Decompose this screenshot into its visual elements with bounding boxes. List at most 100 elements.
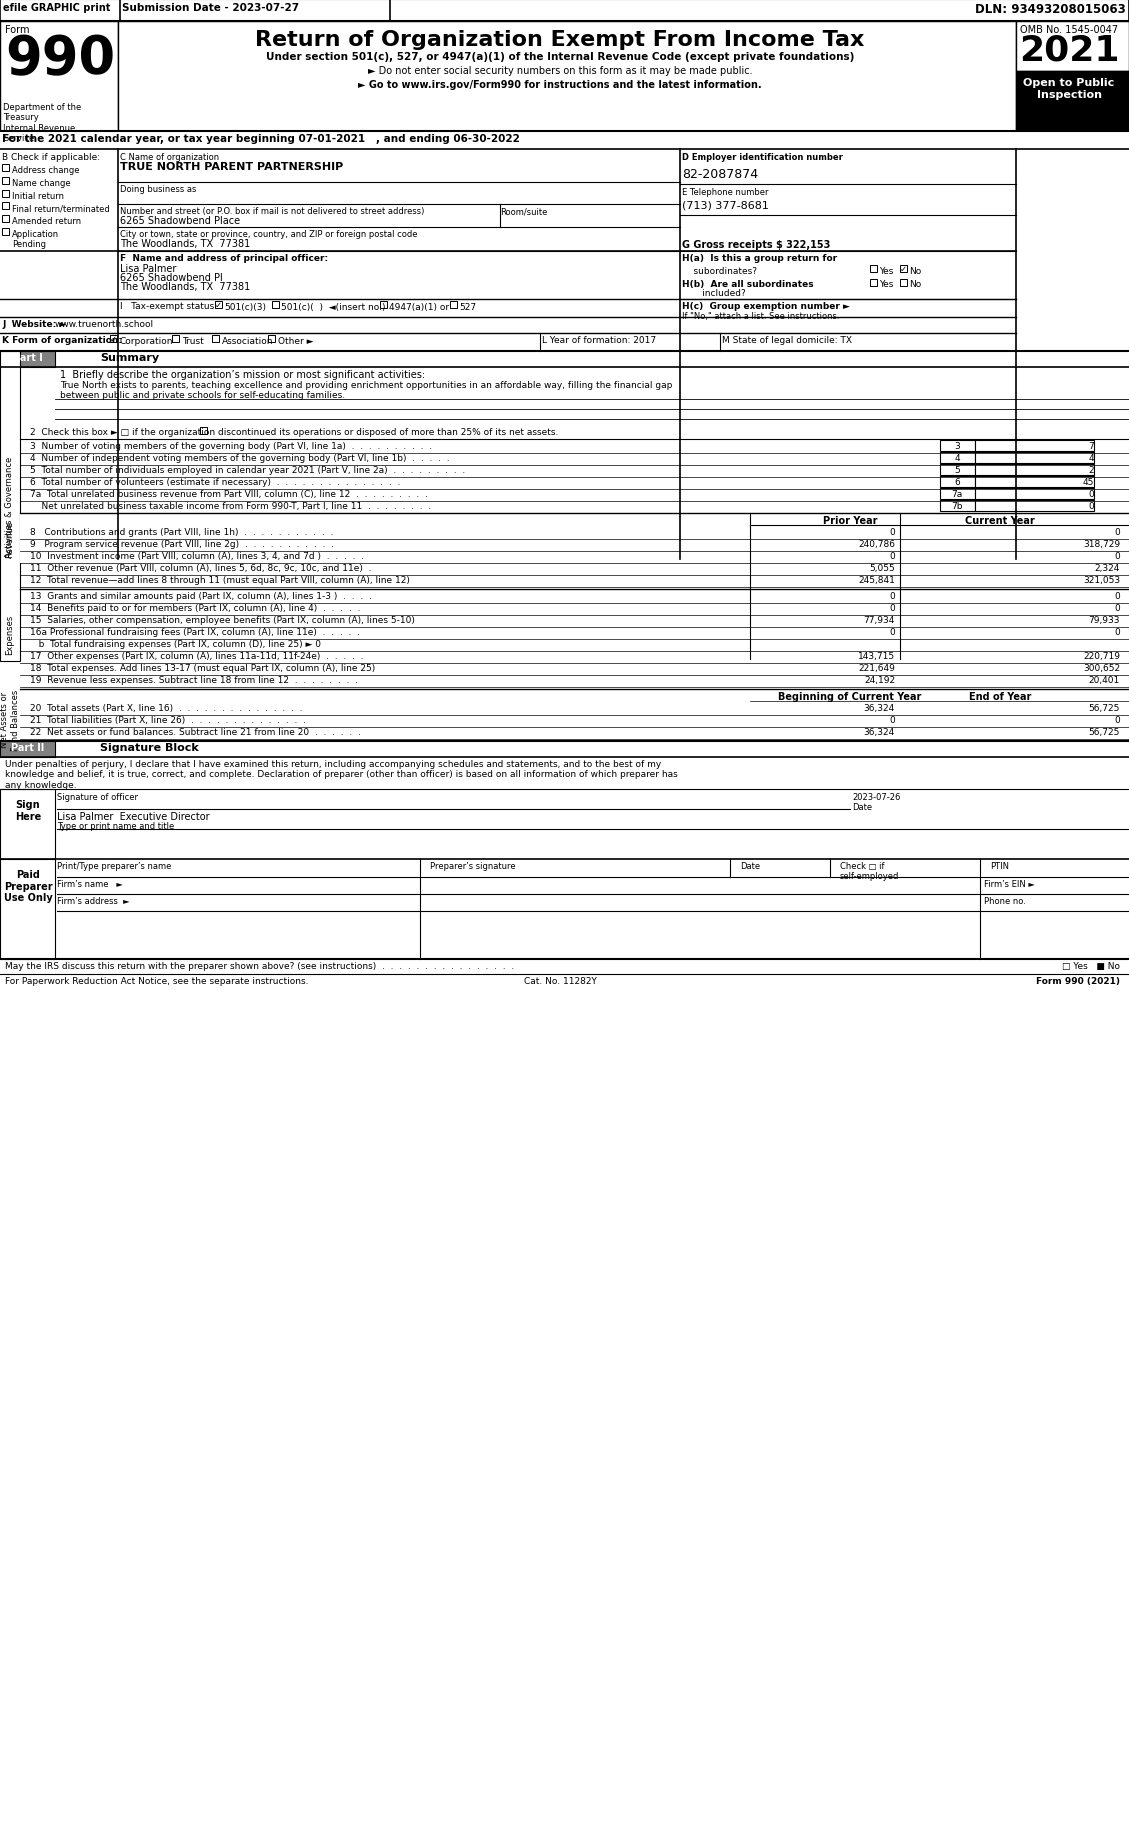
Bar — [0, 860, 55, 959]
Text: 79,933: 79,933 — [1088, 615, 1120, 624]
Text: 501(c)(3): 501(c)(3) — [224, 302, 266, 311]
Bar — [940, 465, 975, 476]
Text: Prior Year: Prior Year — [823, 516, 877, 525]
Text: 0: 0 — [890, 716, 895, 725]
Text: 21  Total liabilities (Part X, line 26)  .  .  .  .  .  .  .  .  .  .  .  .  .  : 21 Total liabilities (Part X, line 26) .… — [30, 716, 306, 725]
Text: (713) 377-8681: (713) 377-8681 — [682, 199, 769, 210]
Text: M State of legal domicile: TX: M State of legal domicile: TX — [723, 337, 852, 344]
Text: Corporation: Corporation — [120, 337, 174, 346]
Text: Department of the
Treasury
Internal Revenue
Service: Department of the Treasury Internal Reve… — [3, 102, 81, 143]
Bar — [940, 489, 975, 500]
Text: 24,192: 24,192 — [864, 675, 895, 684]
Text: Check □ if
self-employed: Check □ if self-employed — [840, 862, 900, 880]
Text: Firm’s address  ►: Firm’s address ► — [56, 897, 130, 906]
Text: Sign
Here: Sign Here — [15, 800, 41, 822]
Text: Activities & Governance: Activities & Governance — [6, 456, 15, 558]
Bar — [2, 229, 9, 236]
Bar — [0, 22, 119, 132]
Text: Part II: Part II — [11, 743, 45, 752]
Text: Form: Form — [5, 26, 29, 35]
Bar — [172, 337, 180, 342]
Text: Doing business as: Doing business as — [120, 185, 196, 194]
Text: 0: 0 — [1114, 628, 1120, 637]
Text: Room/suite: Room/suite — [500, 207, 548, 216]
Text: For Paperwork Reduction Act Notice, see the separate instructions.: For Paperwork Reduction Act Notice, see … — [5, 977, 308, 986]
Text: Summary: Summary — [100, 353, 159, 362]
Text: Name change: Name change — [12, 179, 71, 188]
Text: Cat. No. 11282Y: Cat. No. 11282Y — [524, 977, 596, 986]
Text: 990: 990 — [5, 33, 115, 84]
Text: L Year of formation: 2017: L Year of formation: 2017 — [542, 337, 656, 344]
Text: 9   Program service revenue (Part VIII, line 2g)  .  .  .  .  .  .  .  .  .  .  : 9 Program service revenue (Part VIII, li… — [30, 540, 334, 549]
Text: 36,324: 36,324 — [864, 728, 895, 737]
Text: 2023-07-26
Date: 2023-07-26 Date — [852, 792, 900, 813]
Bar — [975, 465, 1094, 476]
Text: 45: 45 — [1083, 478, 1094, 487]
Text: 4: 4 — [1088, 454, 1094, 463]
Text: 0: 0 — [890, 527, 895, 536]
Text: 0: 0 — [1114, 591, 1120, 600]
Bar — [450, 302, 457, 309]
Text: Under penalties of perjury, I declare that I have examined this return, includin: Under penalties of perjury, I declare th… — [5, 759, 677, 789]
Text: Final return/terminated: Final return/terminated — [12, 203, 110, 212]
Text: Yes: Yes — [879, 267, 893, 276]
Text: May the IRS discuss this return with the preparer shown above? (see instructions: May the IRS discuss this return with the… — [5, 961, 514, 970]
Text: OMB No. 1545-0047: OMB No. 1545-0047 — [1019, 26, 1118, 35]
Text: 318,729: 318,729 — [1083, 540, 1120, 549]
Text: G Gross receipts $ 322,153: G Gross receipts $ 322,153 — [682, 240, 830, 251]
Text: ► Go to www.irs.gov/Form990 for instructions and the latest information.: ► Go to www.irs.gov/Form990 for instruct… — [358, 81, 762, 90]
Text: 0: 0 — [1114, 604, 1120, 613]
Text: 19  Revenue less expenses. Subtract line 18 from line 12  .  .  .  .  .  .  .  .: 19 Revenue less expenses. Subtract line … — [30, 675, 358, 684]
Text: End of Year: End of Year — [969, 692, 1031, 701]
Text: www.truenorth.school: www.truenorth.school — [55, 320, 155, 329]
Text: 4947(a)(1) or: 4947(a)(1) or — [390, 302, 449, 311]
Text: Paid
Preparer
Use Only: Paid Preparer Use Only — [3, 869, 52, 902]
Text: City or town, state or province, country, and ZIP or foreign postal code: City or town, state or province, country… — [120, 231, 418, 240]
Text: B Check if applicable:: B Check if applicable: — [2, 154, 100, 161]
Text: I   Tax-exempt status:: I Tax-exempt status: — [120, 302, 217, 311]
Bar — [212, 337, 219, 342]
Bar — [272, 302, 279, 309]
Text: 7b: 7b — [952, 501, 963, 511]
Text: Firm’s EIN ►: Firm’s EIN ► — [984, 880, 1035, 889]
Text: Firm’s name   ►: Firm’s name ► — [56, 880, 123, 889]
Text: 16a Professional fundraising fees (Part IX, column (A), line 11e)  .  .  .  .  .: 16a Professional fundraising fees (Part … — [30, 628, 360, 637]
Text: 2  Check this box ► □ if the organization discontinued its operations or dispose: 2 Check this box ► □ if the organization… — [30, 428, 559, 437]
Text: Preparer’s signature: Preparer’s signature — [430, 862, 516, 871]
Text: 3  Number of voting members of the governing body (Part VI, line 1a)  .  .  .  .: 3 Number of voting members of the govern… — [30, 441, 432, 450]
Text: Other ►: Other ► — [278, 337, 314, 346]
Text: Signature of officer: Signature of officer — [56, 792, 138, 802]
Text: 0: 0 — [1114, 527, 1120, 536]
Text: Net unrelated business taxable income from Form 990-T, Part I, line 11  .  .  . : Net unrelated business taxable income fr… — [30, 501, 431, 511]
Text: Net Assets or
Fund Balances: Net Assets or Fund Balances — [0, 690, 19, 750]
Text: Under section 501(c), 527, or 4947(a)(1) of the Internal Revenue Code (except pr: Under section 501(c), 527, or 4947(a)(1)… — [265, 51, 855, 62]
Text: 1  Briefly describe the organization’s mission or most significant activities:: 1 Briefly describe the organization’s mi… — [60, 370, 426, 381]
Text: 2,324: 2,324 — [1095, 564, 1120, 573]
Bar — [0, 789, 55, 860]
Text: The Woodlands, TX  77381: The Woodlands, TX 77381 — [120, 282, 251, 291]
Text: E Telephone number: E Telephone number — [682, 188, 769, 198]
Text: Lisa Palmer: Lisa Palmer — [120, 264, 176, 274]
Text: 18  Total expenses. Add lines 13-17 (must equal Part IX, column (A), line 25): 18 Total expenses. Add lines 13-17 (must… — [30, 664, 375, 673]
Bar — [0, 132, 1129, 150]
Text: ✓: ✓ — [110, 335, 117, 344]
Text: 7: 7 — [1088, 441, 1094, 450]
Text: 5,055: 5,055 — [869, 564, 895, 573]
Text: 527: 527 — [460, 302, 476, 311]
Bar — [20, 514, 40, 564]
Text: Application
Pending: Application Pending — [12, 231, 59, 249]
Text: 10  Investment income (Part VIII, column (A), lines 3, 4, and 7d )  .  .  .  .  : 10 Investment income (Part VIII, column … — [30, 551, 365, 560]
Text: efile GRAPHIC print: efile GRAPHIC print — [3, 4, 111, 13]
Text: 0: 0 — [1114, 716, 1120, 725]
Bar — [110, 337, 117, 342]
Text: ► Do not enter social security numbers on this form as it may be made public.: ► Do not enter social security numbers o… — [368, 66, 752, 77]
Bar — [975, 501, 1094, 512]
Text: Amended return: Amended return — [12, 218, 81, 225]
Bar — [975, 441, 1094, 452]
Text: 6: 6 — [954, 478, 960, 487]
Text: 6265 Shadowbend Pl: 6265 Shadowbend Pl — [120, 273, 222, 284]
Text: 245,841: 245,841 — [858, 576, 895, 584]
Text: J  Website: ►: J Website: ► — [2, 320, 67, 329]
Text: Yes: Yes — [879, 280, 893, 289]
Bar — [975, 489, 1094, 500]
